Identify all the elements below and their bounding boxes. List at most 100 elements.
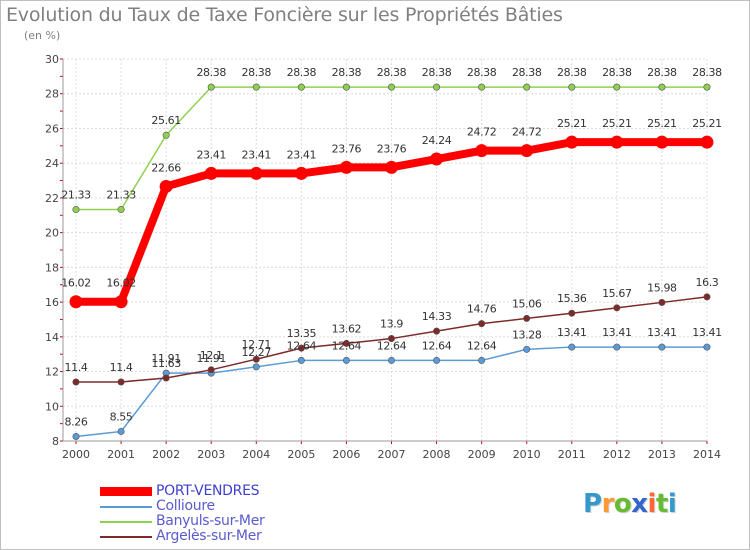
data-label: 13.41 — [557, 326, 587, 339]
data-label: 23.41 — [196, 148, 226, 161]
data-label: 25.21 — [647, 117, 677, 130]
data-point — [114, 295, 128, 309]
data-point — [297, 83, 305, 91]
data-labels: 16.02 16.02 22.66 23.41 23.41 23.41 23.76 23.76… — [61, 66, 722, 428]
data-label: 8.26 — [65, 415, 88, 428]
data-label: 12.64 — [287, 339, 317, 352]
chart-subtitle: (en %) — [24, 29, 61, 42]
data-point — [523, 83, 531, 91]
logo-letter: x — [631, 489, 648, 519]
logo-letter: t — [655, 489, 668, 519]
data-label: 15.06 — [512, 297, 542, 310]
data-point — [433, 356, 441, 364]
data-label: 12.64 — [422, 339, 452, 352]
data-point — [72, 206, 80, 214]
data-label: 23.41 — [287, 148, 317, 161]
x-tick-label: 2010 — [513, 448, 541, 461]
data-point — [520, 144, 534, 158]
y-tick-label: 22 — [45, 192, 59, 205]
data-label: 28.38 — [287, 66, 317, 79]
data-point — [297, 344, 305, 352]
data-point — [204, 166, 218, 180]
data-point — [565, 135, 579, 149]
data-label: 28.38 — [602, 66, 632, 79]
data-label: 23.76 — [332, 142, 362, 155]
data-point — [162, 131, 170, 139]
y-tick-label: 26 — [45, 122, 59, 135]
x-tick-label: 2000 — [62, 448, 90, 461]
x-tick-label: 2006 — [332, 448, 360, 461]
y-tick-label: 10 — [45, 400, 59, 413]
axes: 8 10 12 14 16 18 20 22 24 26 28 30 2000 2001 2002 2003 2… — [45, 53, 721, 461]
data-point — [117, 206, 125, 214]
data-point — [72, 432, 80, 440]
data-point — [478, 320, 486, 328]
data-point — [703, 343, 711, 351]
x-tick-label: 2012 — [603, 448, 631, 461]
data-point — [162, 374, 170, 382]
data-point — [613, 343, 621, 351]
data-point — [207, 83, 215, 91]
data-label: 28.38 — [512, 66, 542, 79]
data-point — [339, 160, 353, 174]
data-point — [249, 166, 263, 180]
data-point — [294, 166, 308, 180]
data-label: 15.36 — [557, 292, 587, 305]
data-label: 13.41 — [692, 326, 722, 339]
data-label: 12.64 — [377, 339, 407, 352]
data-point — [478, 356, 486, 364]
legend-item: Collioure — [100, 499, 264, 514]
x-tick-label: 2001 — [107, 448, 135, 461]
y-tick-label: 20 — [45, 227, 59, 240]
x-tick-label: 2005 — [287, 448, 315, 461]
data-label: 12.71 — [242, 338, 272, 351]
data-point — [252, 355, 260, 363]
data-point — [433, 83, 441, 91]
data-label: 11.91 — [151, 352, 181, 365]
data-point — [610, 135, 624, 149]
data-point — [523, 314, 531, 322]
y-tick-label: 16 — [45, 296, 59, 309]
data-point — [433, 327, 441, 335]
logo-letter: r — [601, 489, 615, 519]
data-label: 13.9 — [380, 318, 403, 331]
data-point — [207, 366, 215, 374]
data-label: 15.98 — [647, 281, 677, 294]
data-label: 12.64 — [467, 339, 497, 352]
data-label: 28.38 — [196, 66, 226, 79]
data-point — [387, 356, 395, 364]
x-tick-label: 2009 — [468, 448, 496, 461]
data-label: 16.02 — [61, 277, 91, 290]
data-point — [523, 345, 531, 353]
legend-label: Banyuls-sur-Mer — [156, 513, 265, 529]
data-label: 28.38 — [422, 66, 452, 79]
x-tick-label: 2004 — [242, 448, 270, 461]
chart-title: Evolution du Taux de Taxe Foncière sur l… — [6, 4, 563, 26]
logo-letter: o — [613, 489, 632, 519]
series-banyuls-sur-mer — [72, 83, 711, 214]
logo-letter: P — [583, 489, 602, 519]
x-tick-label: 2013 — [648, 448, 676, 461]
data-label: 11.4 — [65, 361, 88, 374]
data-label: 13.28 — [512, 328, 542, 341]
data-point — [72, 378, 80, 386]
data-label: 21.33 — [106, 189, 136, 202]
y-tick-label: 18 — [45, 261, 59, 274]
data-point — [658, 298, 666, 306]
data-label: 12.1 — [200, 349, 223, 362]
legend-label: PORT-VENDRES — [156, 483, 260, 499]
logo-letter: i — [667, 489, 677, 519]
data-label: 28.38 — [467, 66, 497, 79]
data-point — [568, 343, 576, 351]
proxiti-logo: Proxiti — [583, 489, 677, 519]
data-point — [613, 304, 621, 312]
y-tick-label: 8 — [52, 435, 59, 448]
legend-swatch — [100, 535, 152, 538]
data-label: 13.35 — [287, 327, 317, 340]
data-point — [703, 83, 711, 91]
data-label: 25.21 — [692, 117, 722, 130]
data-label: 22.66 — [151, 161, 181, 174]
y-tick-label: 28 — [45, 88, 59, 101]
data-label: 28.38 — [557, 66, 587, 79]
